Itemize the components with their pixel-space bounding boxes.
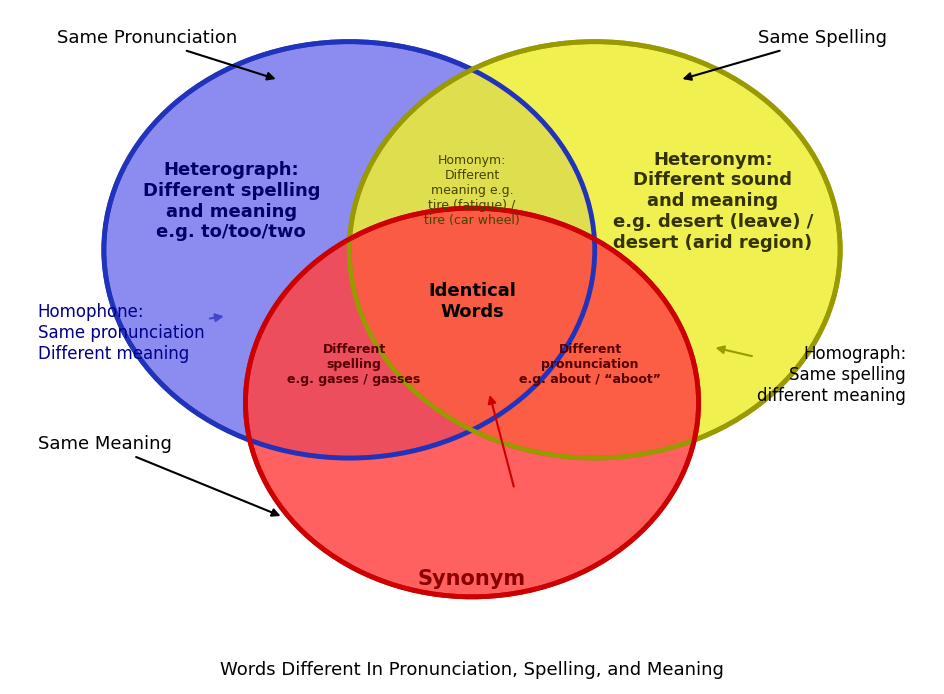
Text: Words Different In Pronunciation, Spelling, and Meaning: Words Different In Pronunciation, Spelli…	[220, 661, 724, 679]
Text: Heterograph:
Different spelling
and meaning
e.g. to/too/two: Heterograph: Different spelling and mean…	[143, 161, 320, 242]
Text: Same Meaning: Same Meaning	[38, 435, 278, 516]
Text: Homophone:
Same pronunciation
Different meaning: Homophone: Same pronunciation Different …	[38, 303, 222, 363]
Text: Heteronym:
Different sound
and meaning
e.g. desert (leave) /
desert (arid region: Heteronym: Different sound and meaning e…	[613, 151, 813, 252]
Ellipse shape	[104, 42, 595, 458]
Text: Homonym:
Different
meaning e.g.
tire (fatigue) /
tire (car wheel): Homonym: Different meaning e.g. tire (fa…	[424, 154, 520, 228]
Text: Same Spelling: Same Spelling	[684, 29, 887, 80]
Text: Homograph:
Same spelling
different meaning: Homograph: Same spelling different meani…	[717, 345, 906, 405]
Ellipse shape	[245, 208, 699, 597]
Text: Synonym: Synonym	[418, 570, 526, 589]
Ellipse shape	[349, 42, 840, 458]
Text: Identical
Words: Identical Words	[428, 282, 516, 321]
Text: Same Pronunciation: Same Pronunciation	[57, 29, 274, 79]
Text: Different
spelling
e.g. gases / gasses: Different spelling e.g. gases / gasses	[287, 343, 421, 386]
Text: Different
pronunciation
e.g. about / “aboot”: Different pronunciation e.g. about / “ab…	[519, 343, 661, 386]
